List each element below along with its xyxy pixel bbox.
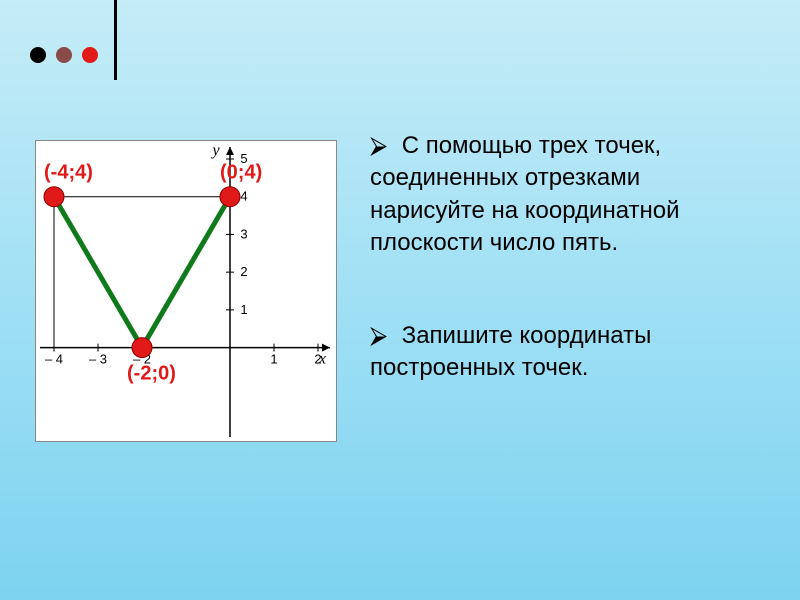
slide: – 4– 3– 21212345xy(-4;4)(0;4)(-2;0) ⮚ С … xyxy=(0,0,800,600)
task-2: ⮚ Запишите координаты построенных точек. xyxy=(370,320,750,385)
bullet-icon: ⮚ xyxy=(370,133,387,159)
header-dot-1 xyxy=(30,47,46,63)
svg-text:– 3: – 3 xyxy=(89,352,107,367)
svg-text:3: 3 xyxy=(240,226,247,241)
header-dot-2 xyxy=(56,47,72,63)
svg-text:1: 1 xyxy=(270,352,277,367)
coordinate-chart: – 4– 3– 21212345xy(-4;4)(0;4)(-2;0) xyxy=(35,140,337,442)
body-text: ⮚ С помощью трех точек, соединенных отре… xyxy=(370,130,750,444)
svg-text:1: 1 xyxy=(240,302,247,317)
svg-text:2: 2 xyxy=(240,264,247,279)
svg-text:– 4: – 4 xyxy=(45,352,63,367)
svg-text:(-4;4): (-4;4) xyxy=(44,162,93,184)
svg-text:4: 4 xyxy=(240,189,247,204)
svg-text:(-2;0): (-2;0) xyxy=(127,363,176,385)
task-1-text: С помощью трех точек, соединенных отрезк… xyxy=(370,132,680,256)
header-dot-3 xyxy=(82,47,98,63)
header-decoration xyxy=(30,30,117,80)
bullet-icon: ⮚ xyxy=(370,323,387,349)
chart-svg: – 4– 3– 21212345xy(-4;4)(0;4)(-2;0) xyxy=(36,141,336,441)
svg-text:y: y xyxy=(210,142,220,159)
header-vertical-bar xyxy=(114,0,117,80)
svg-text:x: x xyxy=(318,351,326,368)
task-1: ⮚ С помощью трех точек, соединенных отре… xyxy=(370,130,750,260)
task-2-text: Запишите координаты построенных точек. xyxy=(370,322,651,381)
svg-text:(0;4): (0;4) xyxy=(220,162,262,184)
